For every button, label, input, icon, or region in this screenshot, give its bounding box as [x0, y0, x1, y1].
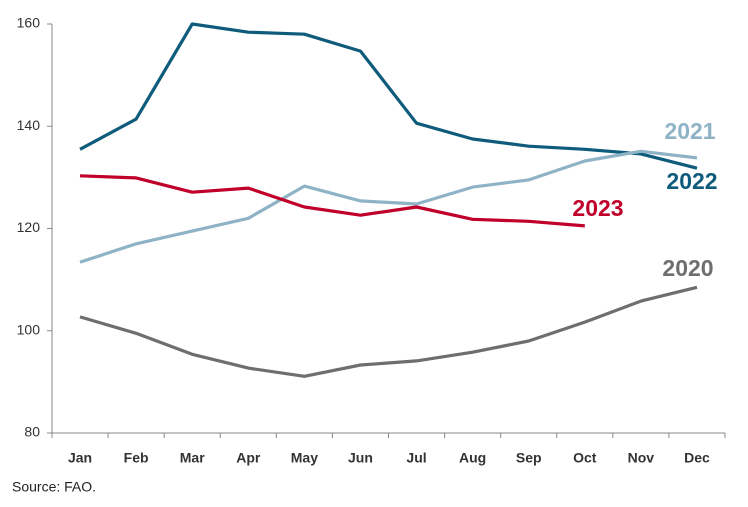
source-note: Source: FAO. [12, 479, 96, 495]
x-tick-label: Nov [628, 450, 655, 466]
series-label: 2023 [572, 195, 623, 221]
x-tick-label: Mar [180, 450, 205, 466]
y-tick-label: 100 [17, 321, 41, 337]
x-tick-label: Dec [684, 450, 710, 466]
series-label: 2020 [662, 255, 713, 281]
x-tick-label: May [291, 450, 318, 466]
series-label: 2022 [666, 168, 717, 194]
series-label: 2021 [664, 118, 715, 144]
x-tick-label: Apr [236, 450, 261, 466]
series-line [79, 285, 698, 378]
x-tick-label: Feb [124, 450, 149, 466]
x-tick-label: Jul [406, 450, 426, 466]
series-line [79, 149, 698, 264]
x-tick-label: Jan [68, 450, 92, 466]
x-tick-label: Aug [459, 450, 486, 466]
x-tick-label: Jun [348, 450, 373, 466]
series-line [79, 174, 585, 228]
y-tick-label: 160 [17, 15, 41, 31]
x-tick-label: Sep [516, 450, 542, 466]
y-tick-label: 80 [24, 424, 40, 440]
x-tick-label: Oct [573, 450, 597, 466]
series-line [79, 22, 698, 170]
y-tick-label: 120 [17, 219, 41, 235]
y-tick-label: 140 [17, 117, 41, 133]
